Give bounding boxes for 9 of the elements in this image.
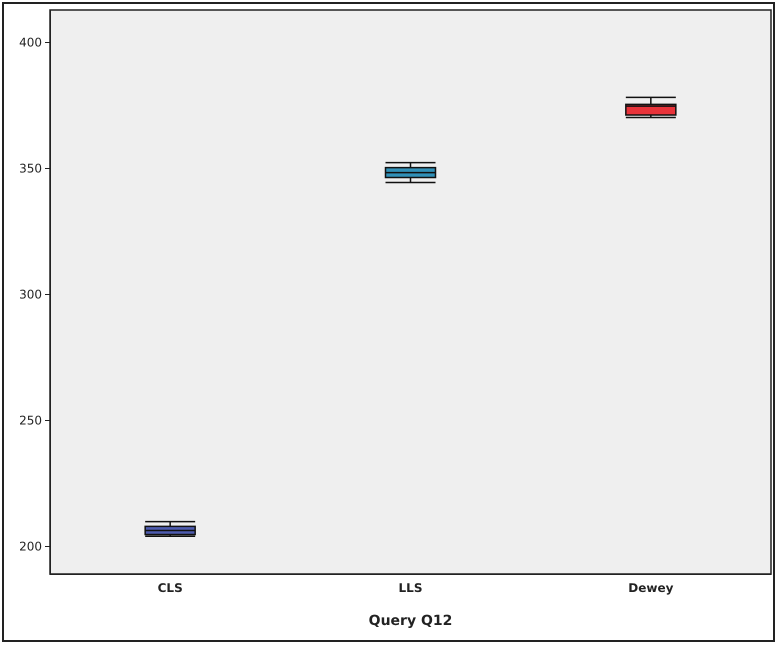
y-tick-label: 350: [19, 162, 42, 176]
y-tick-label: 200: [19, 539, 42, 554]
y-tick-label: 400: [19, 36, 42, 50]
x-axis-title: Query Q12: [368, 613, 452, 629]
x-tick-label: LLS: [398, 581, 422, 595]
x-tick-label: CLS: [158, 581, 183, 595]
y-tick-label: 250: [19, 413, 42, 428]
x-tick-label: Dewey: [628, 581, 674, 595]
y-tick-label: 300: [19, 288, 42, 302]
